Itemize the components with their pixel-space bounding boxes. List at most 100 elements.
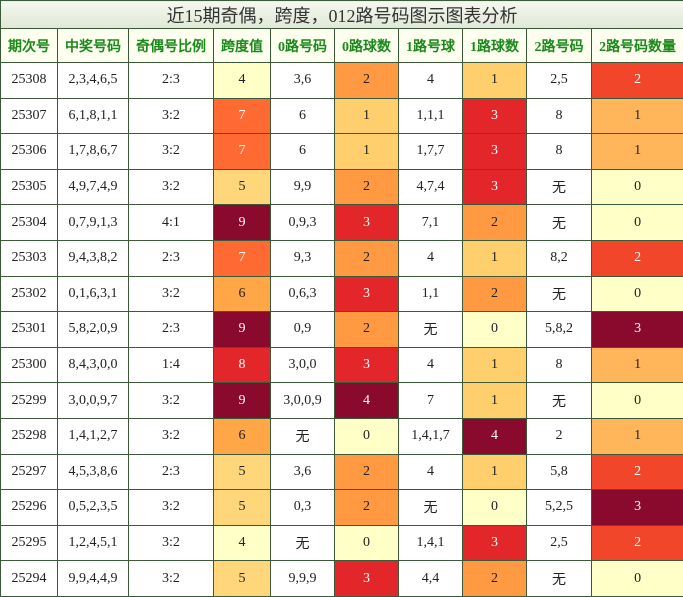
cell: 3 [335, 561, 399, 597]
cell: 3 [463, 525, 527, 561]
cell: 无 [399, 490, 463, 526]
cell: 9,9 [271, 169, 335, 205]
cell: 1 [463, 454, 527, 490]
header-cell: 奇偶号比例 [129, 29, 214, 63]
cell: 0 [335, 525, 399, 561]
cell: 2 [463, 561, 527, 597]
cell: 2 [335, 169, 399, 205]
cell: 1,7,8,6,7 [58, 134, 129, 170]
cell: 2 [335, 490, 399, 526]
header-cell: 0路球数 [335, 29, 399, 63]
cell: 7 [214, 240, 271, 276]
cell: 9 [214, 383, 271, 419]
cell: 6 [214, 276, 271, 312]
table-title: 近15期奇偶，跨度，012路号码图示图表分析 [1, 1, 683, 29]
cell: 0 [463, 490, 527, 526]
cell: 3:2 [129, 383, 214, 419]
cell: 5,2,5 [527, 490, 592, 526]
cell: 1 [463, 63, 527, 99]
header-cell: 中奖号码 [58, 29, 129, 63]
cell: 1 [592, 347, 683, 383]
cell: 2 [335, 63, 399, 99]
cell: 2 [592, 63, 683, 99]
cell: 无 [527, 383, 592, 419]
cell: 8 [527, 347, 592, 383]
cell: 3,0,0 [271, 347, 335, 383]
cell: 5 [214, 490, 271, 526]
cell: 无 [527, 276, 592, 312]
cell: 1,4,1 [399, 525, 463, 561]
header-cell: 期次号 [1, 29, 58, 63]
cell: 0 [592, 169, 683, 205]
cell: 0,9 [271, 312, 335, 348]
cell: 8,4,3,0,0 [58, 347, 129, 383]
cell: 1,1,1 [399, 98, 463, 134]
cell: 2 [335, 240, 399, 276]
cell: 2:3 [129, 454, 214, 490]
cell: 2:3 [129, 63, 214, 99]
cell: 4 [335, 383, 399, 419]
cell: 9,4,3,8,2 [58, 240, 129, 276]
cell: 3:2 [129, 169, 214, 205]
cell: 无 [271, 525, 335, 561]
cell: 2 [527, 418, 592, 454]
cell: 4,9,7,4,9 [58, 169, 129, 205]
cell: 1 [592, 418, 683, 454]
cell: 1 [463, 347, 527, 383]
cell: 4 [399, 454, 463, 490]
cell: 2,5 [527, 525, 592, 561]
cell: 25295 [1, 525, 58, 561]
cell: 0 [592, 205, 683, 241]
cell: 无 [527, 561, 592, 597]
cell: 5,8,2 [527, 312, 592, 348]
cell: 3,0,0,9 [271, 383, 335, 419]
cell: 3 [463, 169, 527, 205]
header-cell: 0路号码 [271, 29, 335, 63]
cell: 无 [527, 169, 592, 205]
cell: 25300 [1, 347, 58, 383]
header-cell: 1路号球 [399, 29, 463, 63]
cell: 2 [592, 454, 683, 490]
cell: 8 [214, 347, 271, 383]
cell: 3:2 [129, 134, 214, 170]
header-cell: 1路球数 [463, 29, 527, 63]
cell: 2:3 [129, 240, 214, 276]
cell: 0,3 [271, 490, 335, 526]
cell: 4 [463, 418, 527, 454]
cell: 3:2 [129, 561, 214, 597]
cell: 0 [592, 276, 683, 312]
cell: 8 [527, 134, 592, 170]
cell: 7 [399, 383, 463, 419]
cell: 3 [335, 347, 399, 383]
cell: 25299 [1, 383, 58, 419]
cell: 6 [271, 98, 335, 134]
cell: 6,1,8,1,1 [58, 98, 129, 134]
cell: 3 [463, 134, 527, 170]
cell: 3:2 [129, 490, 214, 526]
cell: 1 [335, 98, 399, 134]
cell: 25306 [1, 134, 58, 170]
cell: 2 [592, 525, 683, 561]
cell: 0 [463, 312, 527, 348]
cell: 25294 [1, 561, 58, 597]
cell: 2,5 [527, 63, 592, 99]
cell: 4 [399, 240, 463, 276]
cell: 4:1 [129, 205, 214, 241]
cell: 1 [335, 134, 399, 170]
cell: 7 [214, 98, 271, 134]
cell: 2 [592, 240, 683, 276]
cell: 3 [592, 312, 683, 348]
header-cell: 2路号码数量 [592, 29, 683, 63]
cell: 6 [271, 134, 335, 170]
cell: 2 [335, 454, 399, 490]
cell: 1,4,1,7 [399, 418, 463, 454]
header-cell: 2路号码 [527, 29, 592, 63]
